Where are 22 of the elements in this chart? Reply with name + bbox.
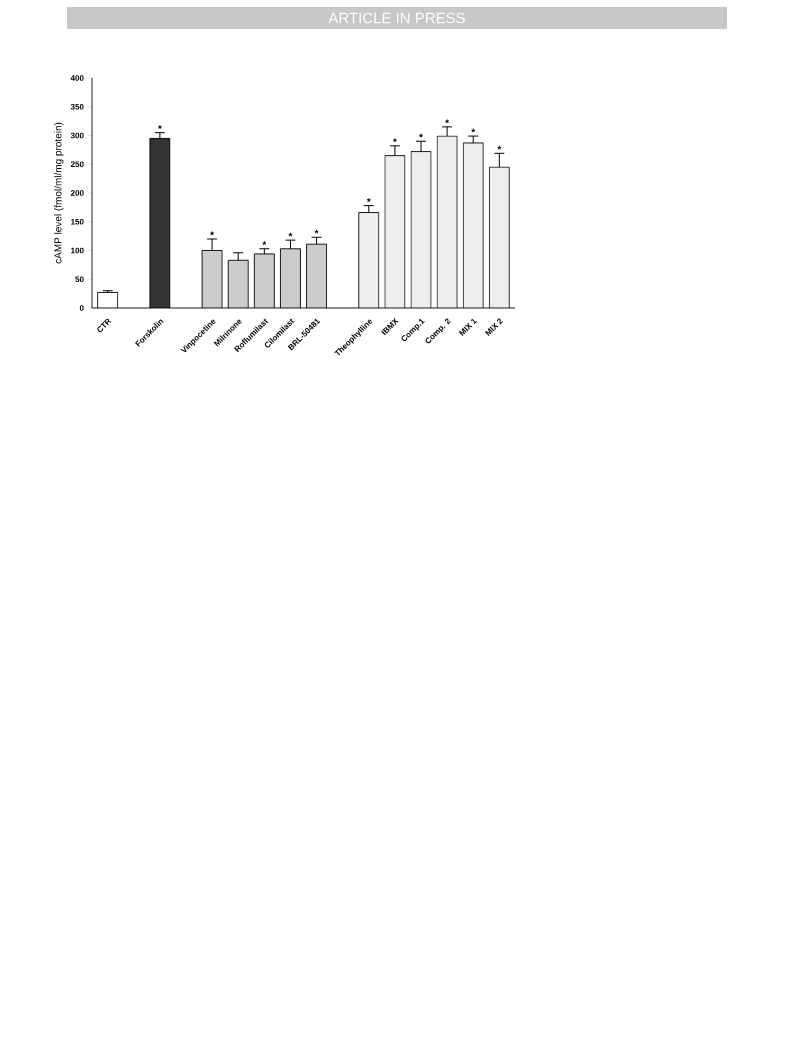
annotation: * [419, 133, 423, 138]
y-tick-label: 350 [70, 103, 84, 110]
y-tick-label: 150 [71, 218, 84, 225]
y-tick-label: 250 [70, 161, 84, 168]
y-tick-label: 200 [70, 190, 84, 196]
y-tick-label: 400 [70, 75, 84, 81]
annotation: * [288, 232, 293, 237]
annotation: * [314, 229, 319, 234]
y-tick-label: 0 [79, 305, 84, 311]
y-tick-label: 50 [75, 276, 84, 283]
annotation: * [445, 119, 450, 124]
annotation: * [366, 198, 371, 202]
annotation: * [392, 138, 397, 143]
y-tick-label: 300 [70, 132, 84, 139]
annotation: * [157, 125, 162, 129]
y-tick-label: 100 [71, 247, 84, 254]
annotation: * [471, 128, 476, 133]
annotation: * [210, 231, 215, 236]
annotation: * [262, 241, 267, 246]
text: ARTICLE IN PRESS [328, 12, 465, 24]
y-axis-title: cAMP level (fmol/ml/mg protein) [54, 122, 64, 264]
annotation: * [497, 145, 502, 150]
